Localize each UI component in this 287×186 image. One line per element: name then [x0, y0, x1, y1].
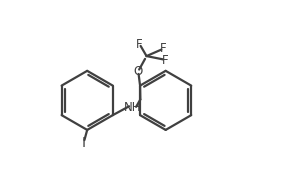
Text: O: O — [134, 65, 143, 78]
Text: F: F — [136, 38, 142, 51]
Text: I: I — [82, 136, 86, 150]
Text: F: F — [160, 42, 166, 55]
Text: NH: NH — [124, 101, 141, 114]
Text: F: F — [162, 54, 168, 67]
